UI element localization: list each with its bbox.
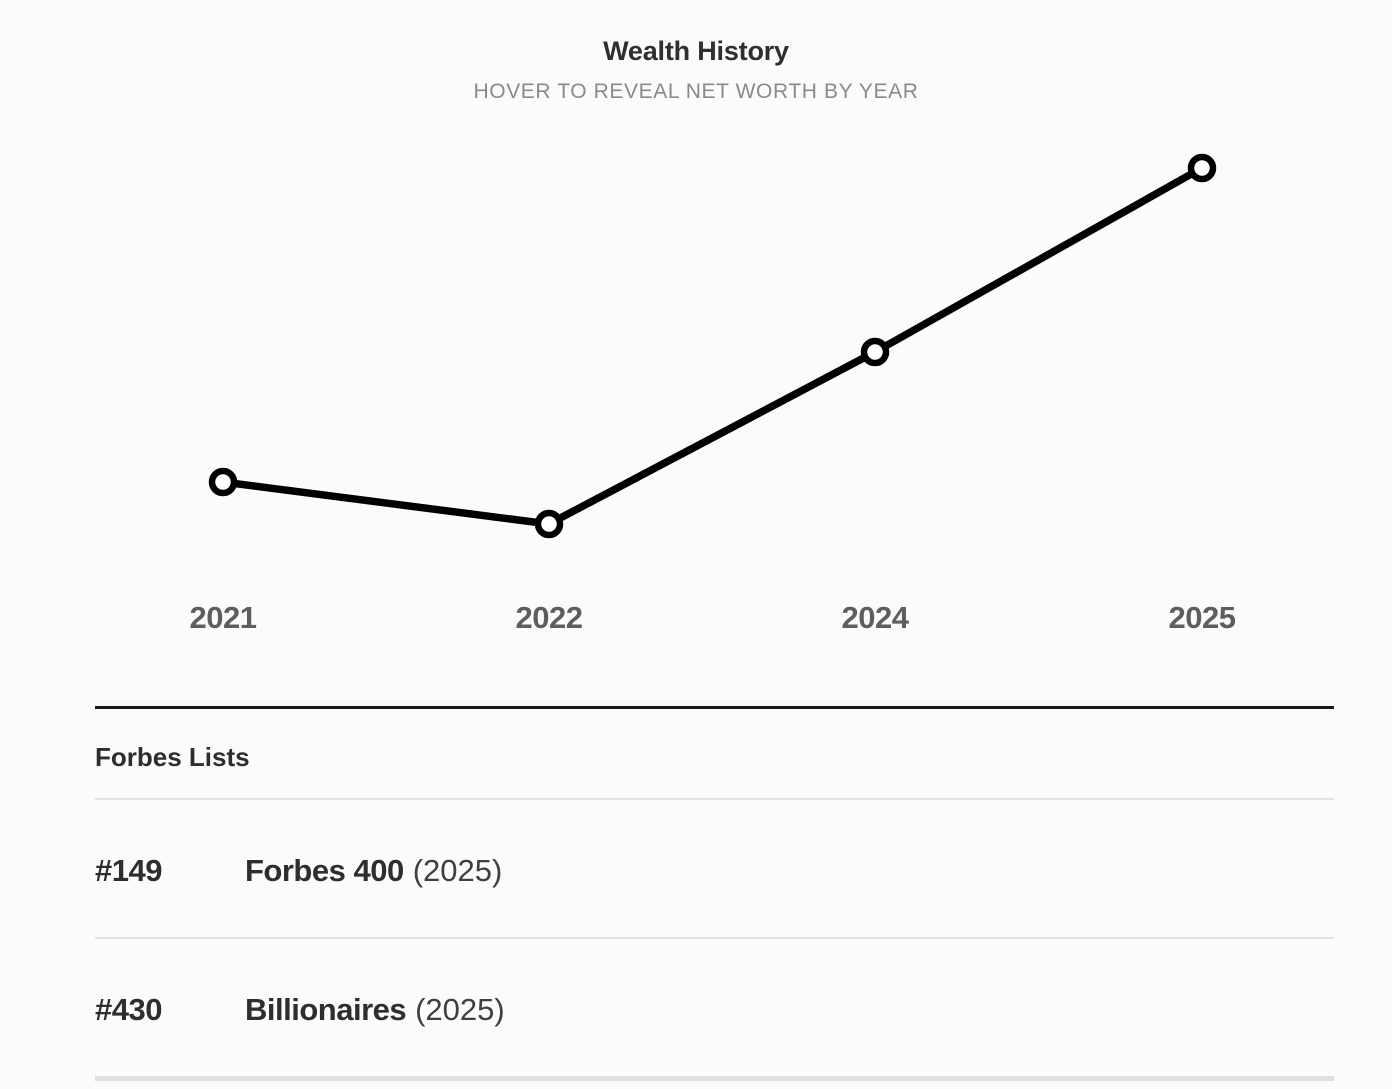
list-year: (2025) (412, 853, 503, 888)
data-point-2024[interactable] (860, 337, 890, 367)
forbes-lists-heading: Forbes Lists (95, 742, 250, 772)
data-point-2021[interactable] (208, 467, 238, 497)
x-axis-label-2025: 2025 (1168, 600, 1236, 635)
row-divider (95, 798, 1334, 800)
x-axis-label-2024: 2024 (841, 600, 909, 635)
forbes-list-row-billionaires[interactable]: #430 Billionaires (2025) (95, 991, 505, 1029)
row-divider (95, 937, 1334, 939)
data-point-2025[interactable] (1187, 153, 1217, 183)
list-rank: #149 (95, 853, 162, 888)
x-axis-label-2022: 2022 (515, 600, 583, 635)
wealth-line-chart[interactable] (0, 0, 1392, 700)
list-name: Forbes 400 (245, 853, 404, 888)
list-name: Billionaires (245, 992, 407, 1027)
section-rule-strong (95, 706, 1334, 709)
data-point-2022[interactable] (534, 509, 564, 539)
list-year: (2025) (415, 992, 505, 1027)
bottom-divider (95, 1076, 1334, 1081)
list-rank: #430 (95, 992, 162, 1027)
chart-subtitle: HOVER TO REVEAL NET WORTH BY YEAR (473, 80, 919, 103)
chart-title: Wealth History (603, 36, 789, 66)
forbes-list-row-forbes-400[interactable]: #149 Forbes 400 (2025) (95, 852, 502, 890)
wealth-line (222, 164, 1204, 528)
x-axis-label-2021: 2021 (189, 600, 257, 635)
